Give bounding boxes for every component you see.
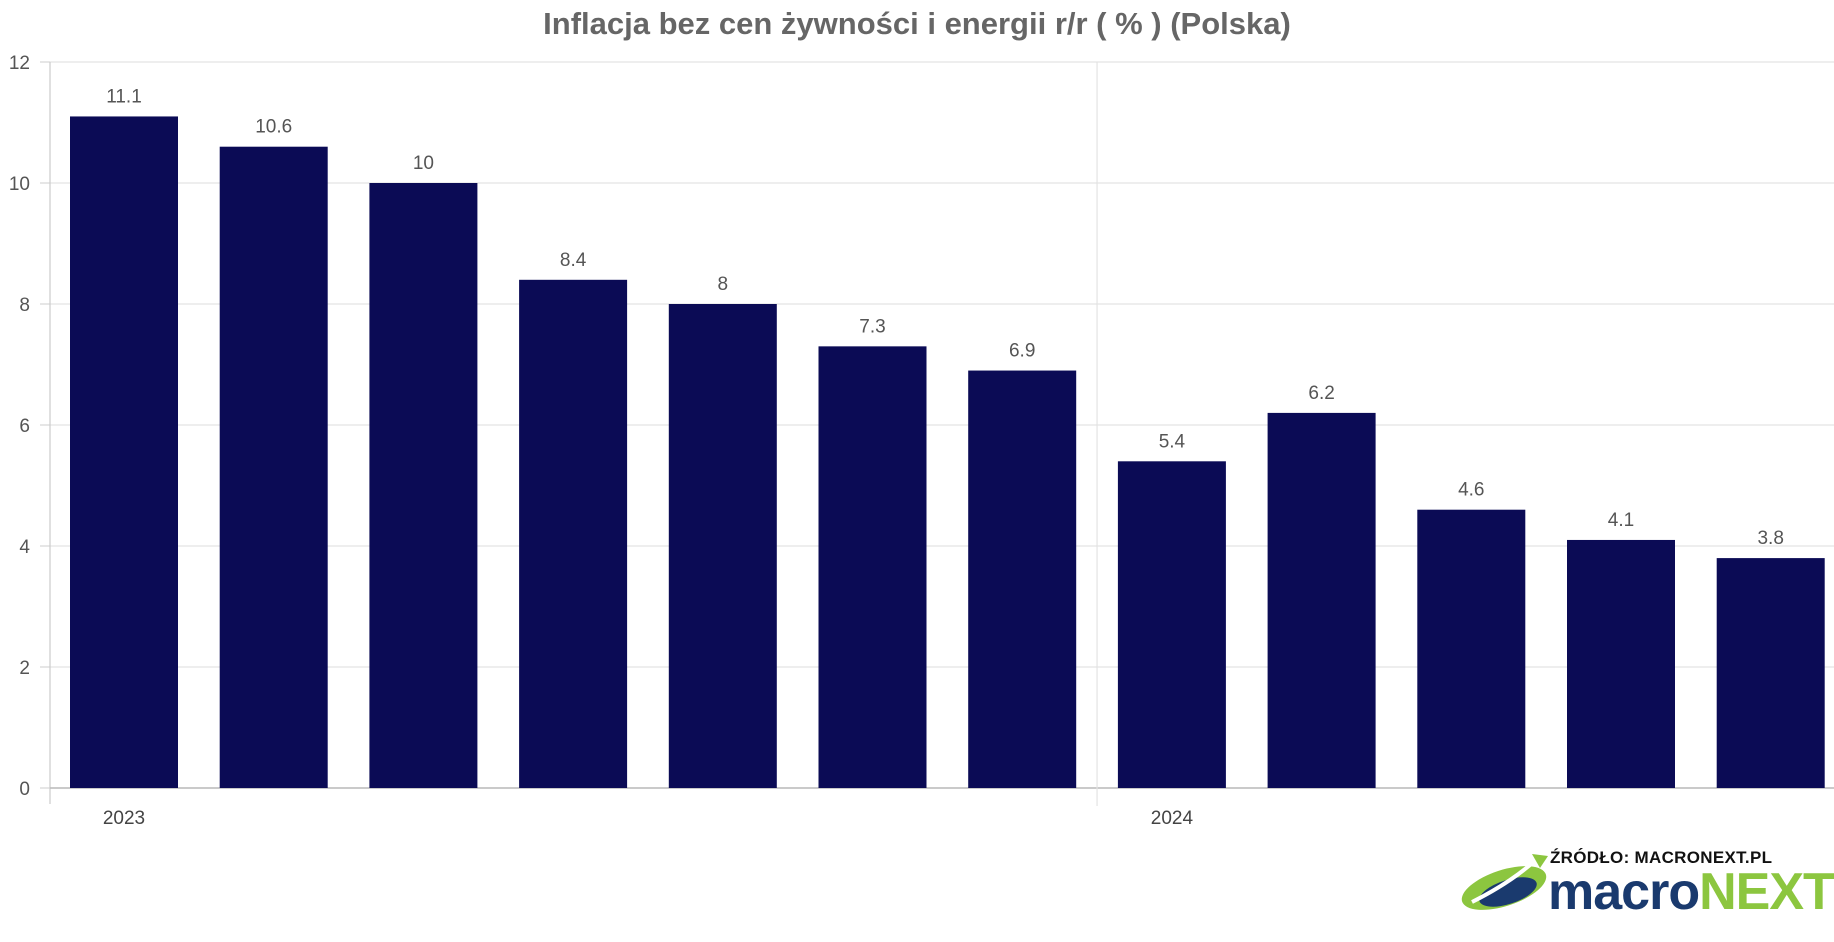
y-tick-label: 4 [19,537,30,558]
bar [70,116,178,788]
data-label: 10 [413,153,434,174]
data-label: 5.4 [1159,431,1186,452]
chart-title: Inflacja bez cen żywności i energii r/r … [543,6,1291,41]
bar [219,146,328,788]
y-tick-label: 0 [19,779,30,800]
y-tick-label: 6 [19,416,30,437]
logo-text-macro: macro [1548,863,1700,921]
data-label: 8 [718,274,729,295]
x-axis-labels: 2023 2024 [103,808,1194,829]
macronext-logo: macroNEXT [1548,862,1834,922]
data-labels: 11.1 10.6 10 8.4 8 7.3 6.9 5.4 6.2 4.6 4.1 3.8 [106,86,1784,549]
x-period-label: 2023 [103,808,145,829]
data-label: 3.8 [1757,528,1783,549]
data-label: 11.1 [106,86,142,107]
y-tick-label: 8 [19,295,30,316]
bar [1417,509,1526,788]
data-label: 6.9 [1009,341,1035,362]
bar [519,279,628,788]
bar [818,346,927,788]
macronext-logo-icon [1461,854,1548,910]
bar [1267,412,1376,788]
bar [1567,539,1675,788]
data-label: 10.6 [255,117,292,138]
x-period-label: 2024 [1151,808,1194,829]
grid-lines [40,61,1834,806]
data-label: 4.1 [1608,510,1634,531]
bar [1716,558,1825,788]
logo-text-next: NEXT [1699,863,1834,921]
y-tick-label: 2 [19,658,30,679]
data-label: 4.6 [1458,480,1484,501]
bar [1117,461,1226,788]
data-label: 7.3 [859,316,885,337]
bar [668,304,777,788]
bar [968,370,1077,788]
bars [70,116,1825,788]
data-label: 8.4 [560,250,587,271]
y-tick-label: 10 [9,174,30,195]
source-caption: ŹRÓDŁO: MACRONEXT.PL [1550,848,1773,867]
data-label: 6.2 [1308,383,1334,404]
y-axis-ticks: 0 2 4 6 8 10 12 [9,53,31,800]
bar [369,183,478,788]
y-tick-label: 12 [9,53,30,74]
